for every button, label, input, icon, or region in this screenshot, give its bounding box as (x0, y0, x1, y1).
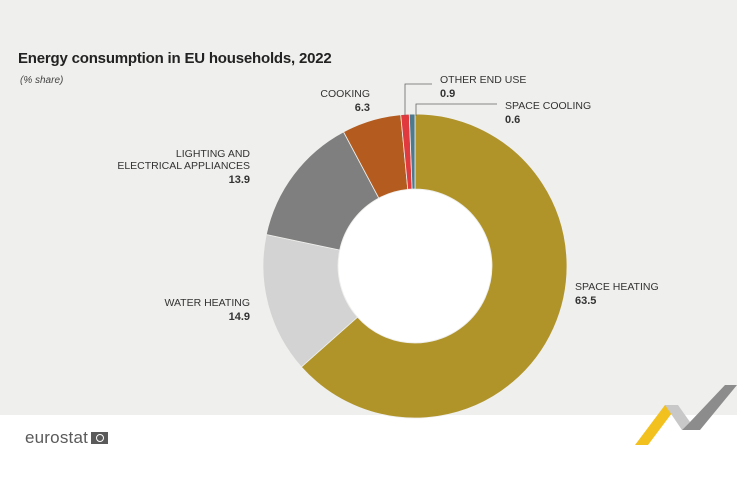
camera-icon (91, 432, 109, 444)
slice-label-other-end-use: OTHER END USE (440, 74, 526, 86)
chart-title: Energy consumption in EU households, 202… (18, 50, 332, 67)
logo-text: eurostat (25, 428, 89, 447)
decorative-stripes-icon (635, 385, 737, 445)
leader-line-space-cooling (415, 103, 497, 116)
slice-value-other-end-use: 0.9 (440, 88, 455, 100)
slice-value-space-heating: 63.5 (575, 295, 596, 307)
slice-value-water-heating: 14.9 (229, 311, 250, 323)
slice-label-space-cooling: SPACE COOLING (505, 100, 591, 112)
slice-label-lighting-and-electrical-appliances: ELECTRICAL APPLIANCES (117, 160, 250, 172)
chart-subtitle: (% share) (20, 75, 64, 86)
donut-hole (338, 189, 492, 343)
slice-value-lighting-and-electrical-appliances: 13.9 (229, 174, 250, 186)
slice-label-cooking: COOKING (320, 88, 370, 100)
slice-label-space-heating: SPACE HEATING (575, 281, 659, 293)
slice-value-cooking: 6.3 (355, 102, 370, 114)
slice-space-heating[interactable] (300, 113, 568, 419)
eurostat-logo[interactable]: eurostat (25, 428, 109, 448)
slice-label-water-heating: WATER HEATING (164, 297, 250, 309)
slice-label-lighting-and-electrical-appliances: LIGHTING AND (176, 148, 251, 160)
leader-line-other-end-use (404, 83, 432, 116)
slice-space-cooling[interactable] (408, 113, 416, 190)
slice-value-space-cooling: 0.6 (505, 114, 520, 126)
